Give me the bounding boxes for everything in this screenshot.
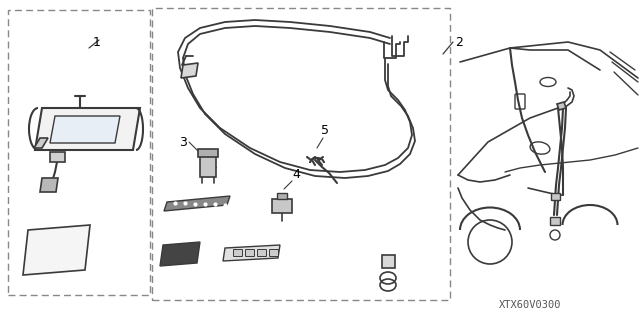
FancyBboxPatch shape <box>246 249 255 256</box>
Text: XTX60V0300: XTX60V0300 <box>499 300 561 310</box>
Text: 5: 5 <box>321 123 329 137</box>
Bar <box>8 10 150 295</box>
FancyBboxPatch shape <box>269 249 278 256</box>
Text: 1: 1 <box>93 35 101 48</box>
FancyBboxPatch shape <box>198 149 218 157</box>
Polygon shape <box>557 102 566 110</box>
Polygon shape <box>164 196 230 211</box>
Text: 3: 3 <box>179 136 187 149</box>
Bar <box>152 8 450 300</box>
Polygon shape <box>34 138 48 148</box>
FancyBboxPatch shape <box>277 193 287 199</box>
Polygon shape <box>50 116 120 143</box>
FancyBboxPatch shape <box>200 155 216 177</box>
Polygon shape <box>382 255 395 268</box>
FancyBboxPatch shape <box>550 217 560 225</box>
Polygon shape <box>40 178 58 192</box>
Polygon shape <box>35 108 140 150</box>
Polygon shape <box>23 225 90 275</box>
Text: 2: 2 <box>455 35 463 48</box>
FancyBboxPatch shape <box>234 249 243 256</box>
Polygon shape <box>181 63 198 78</box>
Text: 4: 4 <box>292 168 300 182</box>
FancyBboxPatch shape <box>257 249 266 256</box>
Polygon shape <box>223 245 280 261</box>
Polygon shape <box>160 242 200 266</box>
FancyBboxPatch shape <box>552 194 561 201</box>
FancyBboxPatch shape <box>272 199 292 213</box>
Polygon shape <box>50 152 65 162</box>
